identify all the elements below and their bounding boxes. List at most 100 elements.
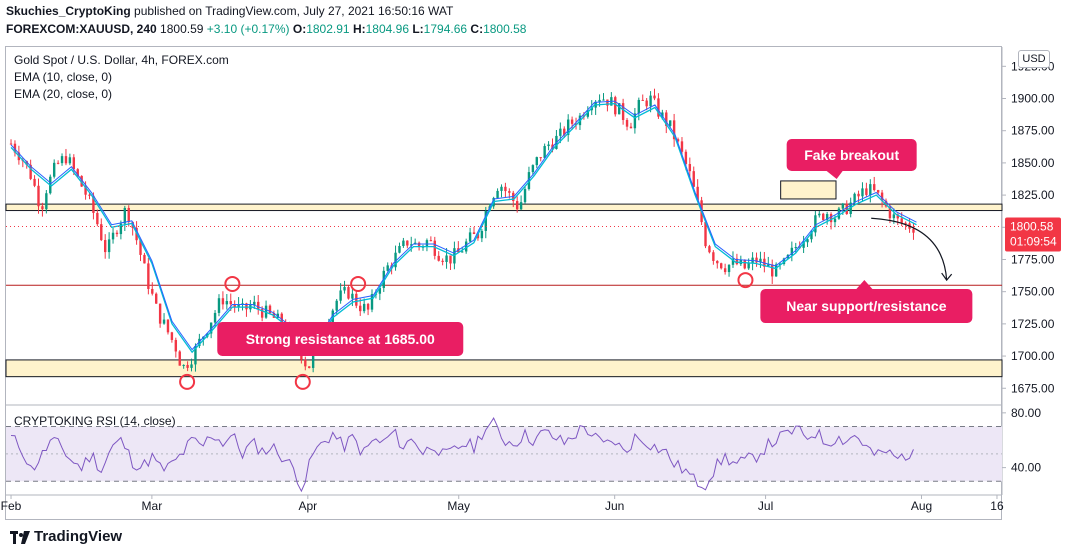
candle-body bbox=[818, 213, 821, 216]
candle-body bbox=[80, 175, 83, 187]
candle-body bbox=[233, 304, 236, 308]
annotation-strong-resistance-text: Strong resistance at 1685.00 bbox=[246, 331, 435, 347]
last-value: 1800.59 bbox=[160, 22, 204, 36]
candle-body bbox=[335, 300, 338, 311]
rsi-line bbox=[10, 417, 914, 493]
publish-info: Skuchies_CryptoKing published on Trading… bbox=[6, 4, 453, 18]
candle-body bbox=[606, 99, 609, 106]
candle-body bbox=[162, 319, 166, 324]
candle-body bbox=[464, 241, 468, 252]
y-tick-label: 1900.00 bbox=[1011, 92, 1055, 106]
candle-body bbox=[602, 99, 605, 101]
candle-body bbox=[268, 305, 272, 314]
ema-20-line bbox=[10, 102, 917, 354]
candle-body bbox=[833, 218, 837, 223]
candle-body bbox=[696, 186, 699, 201]
candle-body bbox=[9, 143, 13, 145]
candle-body bbox=[72, 157, 76, 170]
candle-body bbox=[155, 293, 158, 304]
candle-body bbox=[178, 351, 181, 366]
annotation-pointer bbox=[856, 280, 873, 289]
pivot-circle bbox=[294, 373, 311, 390]
candle-body bbox=[76, 169, 79, 176]
candle-body bbox=[665, 112, 668, 126]
candle-body bbox=[170, 332, 174, 340]
candle-body bbox=[468, 232, 472, 242]
candle-body bbox=[566, 119, 570, 136]
candle-body bbox=[912, 228, 915, 233]
close-label: C: bbox=[470, 22, 484, 36]
candle-body bbox=[614, 97, 617, 115]
candle-body bbox=[123, 207, 127, 224]
low-label: L: bbox=[412, 22, 424, 36]
candle-body bbox=[841, 203, 845, 209]
candle-body bbox=[563, 128, 566, 136]
candle-body bbox=[825, 214, 829, 221]
candle-body bbox=[96, 212, 99, 225]
candle-body bbox=[394, 252, 397, 268]
candle-body bbox=[570, 119, 574, 124]
legend-ema20[interactable]: EMA (20, close, 0) bbox=[14, 87, 113, 101]
x-tick-label: Jul bbox=[758, 499, 773, 513]
candle-body bbox=[225, 301, 229, 305]
publisher-name[interactable]: Skuchies_CryptoKing bbox=[6, 4, 131, 18]
annotation-near-support-text: Near support/resistance bbox=[786, 298, 946, 314]
legend-rsi[interactable]: CRYPTOKING RSI (14, close) bbox=[14, 414, 176, 428]
candle-body bbox=[241, 303, 244, 305]
candle-body bbox=[304, 359, 307, 367]
candle-body bbox=[449, 255, 452, 264]
candle-body bbox=[731, 258, 735, 265]
candle-body bbox=[857, 193, 860, 197]
candle-body bbox=[888, 206, 892, 219]
annotation-strong-resistance bbox=[217, 322, 464, 356]
candle-body bbox=[880, 192, 884, 201]
pivot-circle bbox=[737, 272, 754, 289]
candle-body bbox=[461, 251, 464, 253]
candle-body bbox=[64, 156, 68, 164]
candle-body bbox=[633, 113, 637, 129]
candle-body bbox=[684, 151, 688, 165]
candle-body bbox=[166, 319, 170, 333]
candle-body bbox=[237, 304, 240, 308]
supply-demand-zone bbox=[5, 203, 1003, 212]
currency-button[interactable]: USD bbox=[1018, 50, 1050, 68]
candle-body bbox=[661, 112, 664, 117]
candle-body bbox=[708, 246, 711, 253]
published-text: published on TradingView.com, July 27, 2… bbox=[134, 4, 454, 18]
candle-body bbox=[107, 239, 111, 253]
y-tick-label: 1725.00 bbox=[1011, 317, 1055, 331]
high-label: H: bbox=[352, 22, 366, 36]
candle-body bbox=[245, 303, 248, 310]
candle-body bbox=[370, 294, 374, 310]
high-value: 1804.96 bbox=[365, 22, 409, 36]
ohlc-line: FOREXCOM:XAUUSD, 240 1800.59 +3.10 (+0.1… bbox=[6, 22, 526, 36]
legend-ema10[interactable]: EMA (10, close, 0) bbox=[14, 70, 113, 84]
candle-body bbox=[331, 310, 334, 323]
candle-body bbox=[621, 103, 625, 120]
candle-body bbox=[676, 139, 680, 142]
candle-body bbox=[257, 301, 260, 310]
candle-body bbox=[586, 110, 590, 117]
ema-10-line bbox=[10, 100, 917, 351]
candle-body bbox=[771, 264, 774, 277]
fake-breakout-box bbox=[780, 180, 837, 200]
candle-body bbox=[433, 240, 436, 256]
candle-body bbox=[747, 263, 750, 269]
candle-body bbox=[88, 194, 91, 196]
symbol-label: FOREXCOM:XAUUSD, 240 bbox=[6, 22, 157, 36]
tradingview-brand[interactable]: TradingView bbox=[10, 528, 122, 545]
candle-body bbox=[410, 244, 413, 246]
candle-body bbox=[645, 100, 648, 107]
candle-body bbox=[45, 193, 48, 210]
x-tick-label: Apr bbox=[298, 499, 317, 513]
candle-body bbox=[472, 232, 476, 235]
candle-body bbox=[115, 232, 119, 235]
candle-body bbox=[657, 98, 660, 117]
candle-body bbox=[13, 143, 17, 153]
candle-body bbox=[147, 263, 150, 289]
candle-body bbox=[727, 264, 731, 273]
candle-body bbox=[527, 172, 531, 190]
open-label: O: bbox=[292, 22, 307, 36]
candle-body bbox=[845, 203, 848, 215]
